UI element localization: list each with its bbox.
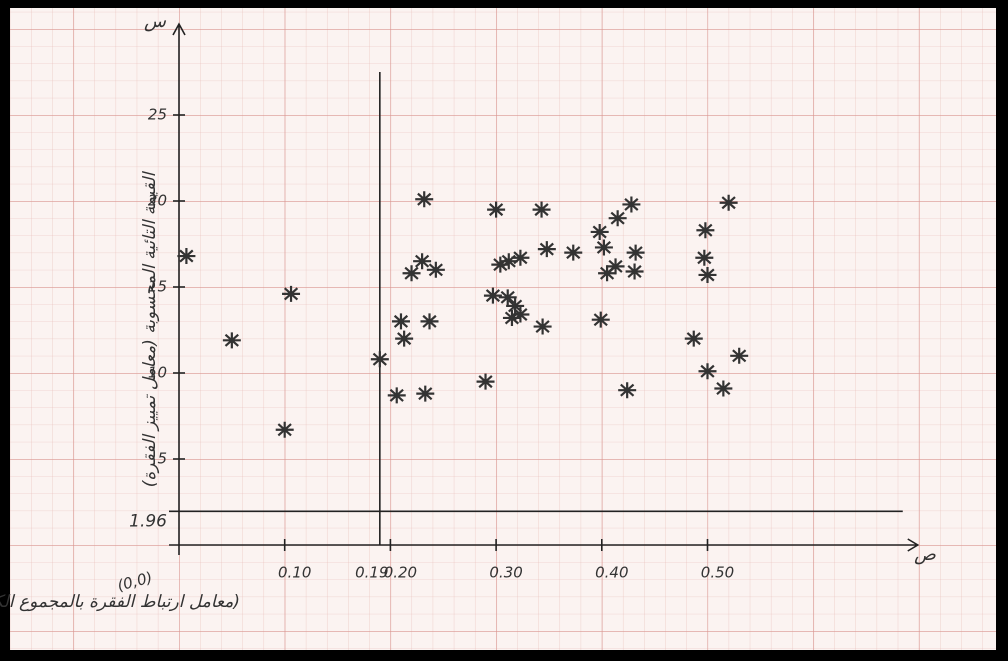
x-tick-label: 0.10 <box>278 564 311 582</box>
point <box>415 191 433 207</box>
point <box>720 195 738 211</box>
point <box>595 239 613 255</box>
point <box>413 253 431 269</box>
point <box>388 387 406 403</box>
point <box>592 312 610 328</box>
y-tick-label: 10 <box>148 364 167 382</box>
x-tick-label: 0.20 <box>384 564 417 582</box>
point <box>177 248 195 264</box>
point <box>699 267 717 283</box>
point <box>622 196 640 212</box>
point <box>564 245 582 261</box>
point <box>685 331 703 347</box>
point <box>392 313 410 329</box>
y-tick-label: 5 <box>157 450 167 468</box>
point <box>699 363 717 379</box>
y-tick-label: 15 <box>148 278 167 296</box>
point <box>607 258 625 274</box>
point <box>421 313 439 329</box>
x-tick-label: 0.50 <box>701 564 734 582</box>
point <box>626 264 644 280</box>
x-axis-symbol: ص <box>914 544 936 565</box>
point <box>714 380 732 396</box>
y-axis-label: القيمة التائية المحسوبة (معامل تمييز الف… <box>140 170 160 487</box>
point <box>487 202 505 218</box>
point <box>695 250 713 266</box>
y-tick-label: 20 <box>148 192 167 210</box>
point <box>538 241 556 257</box>
point <box>696 222 714 238</box>
point <box>730 348 748 364</box>
y-tick-label: 25 <box>148 106 167 124</box>
point <box>511 307 529 323</box>
reference-label-y: 1.96 <box>129 511 167 531</box>
point <box>416 386 434 402</box>
point <box>484 288 502 304</box>
point <box>533 202 551 218</box>
point <box>534 319 552 335</box>
point <box>282 286 300 302</box>
page: (معامل ارتباط الفقرة بالمجموع الكلي للمق… <box>0 0 1008 657</box>
x-axis-label: (معامل ارتباط الفقرة بالمجموع الكلي للمق… <box>0 592 240 612</box>
point <box>223 332 241 348</box>
point <box>395 331 413 347</box>
reference-label-x: 0.19 <box>355 564 388 582</box>
point <box>627 245 645 261</box>
chart: (معامل ارتباط الفقرة بالمجموع الكلي للمق… <box>0 0 1008 657</box>
x-tick-label: 0.40 <box>595 564 628 582</box>
point <box>618 382 636 398</box>
y-axis-symbol: س <box>144 11 167 32</box>
point <box>276 422 294 438</box>
point <box>371 351 389 367</box>
point <box>477 374 495 390</box>
point <box>403 265 421 281</box>
point <box>591 224 609 240</box>
point <box>511 250 529 266</box>
x-tick-label: 0.30 <box>489 564 522 582</box>
point <box>609 210 627 226</box>
point <box>427 262 445 278</box>
